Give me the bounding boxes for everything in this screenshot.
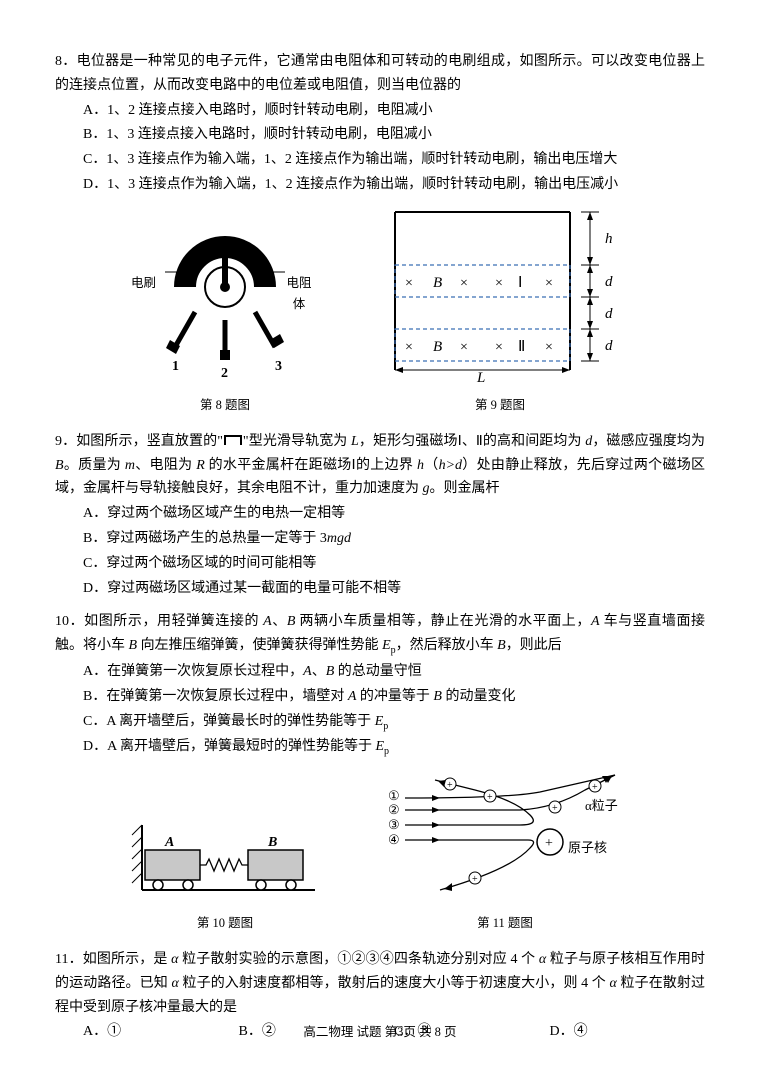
svg-text:×: × — [545, 340, 553, 355]
question-10: 10．如图所示，用轻弹簧连接的 A、B 两辆小车质量相等，静止在光滑的水平面上，… — [55, 610, 705, 760]
question-9: 9．如图所示，竖直放置的""型光滑导轨宽为 L，矩形匀强磁场Ⅰ、Ⅱ的高和间距均为… — [55, 430, 705, 601]
svg-text:L: L — [476, 370, 485, 382]
svg-text:+: + — [447, 780, 453, 791]
q9-num: 9． — [55, 434, 76, 449]
fig8-body-label: 电阻体 — [283, 273, 315, 316]
svg-text:×: × — [545, 276, 553, 291]
q9-opt-b: B．穿过两磁场产生的总热量一定等于 3mgd — [83, 527, 705, 551]
question-8: 8．电位器是一种常见的电子元件，它通常由电阻体和可转动的电刷组成，如图所示。可以… — [55, 50, 705, 197]
figure-11: + + + + + + ① ② — [380, 770, 630, 934]
q9-options: A．穿过两个磁场区域产生的电热一定相等 B．穿过两磁场产生的总热量一定等于 3m… — [55, 502, 705, 600]
fig11-caption: 第 11 题图 — [380, 913, 630, 934]
fig9-caption: 第 9 题图 — [375, 395, 625, 416]
svg-text:×: × — [405, 340, 413, 355]
q10-opt-c: C．A 离开墙壁后，弹簧最长时的弹性势能等于 Ep — [83, 710, 705, 735]
svg-text:Ⅰ: Ⅰ — [518, 275, 522, 291]
svg-text:B: B — [433, 339, 442, 355]
q10-num: 10． — [55, 614, 84, 629]
q9-body: 9．如图所示，竖直放置的""型光滑导轨宽为 L，矩形匀强磁场Ⅰ、Ⅱ的高和间距均为… — [55, 430, 705, 501]
svg-text:h: h — [605, 231, 613, 247]
q9-opt-a: A．穿过两个磁场区域产生的电热一定相等 — [83, 502, 705, 526]
svg-text:3: 3 — [275, 359, 282, 374]
figures-8-9: 1 2 3 电刷 电阻体 第 8 题图 × B × × — [55, 207, 705, 416]
svg-text:A: A — [164, 835, 174, 850]
svg-text:+: + — [472, 874, 478, 885]
q11-num: 11． — [55, 952, 83, 967]
svg-text:+: + — [487, 792, 493, 803]
svg-text:×: × — [495, 340, 503, 355]
figure-10: A B 第 10 题图 — [130, 820, 320, 934]
figures-10-11: A B 第 10 题图 + + + + + — [55, 770, 705, 934]
q10-body: 10．如图所示，用轻弹簧连接的 A、B 两辆小车质量相等，静止在光滑的水平面上，… — [55, 610, 705, 659]
svg-text:×: × — [495, 276, 503, 291]
magnetic-field-diagram: × B × × Ⅰ × × B × × Ⅱ × h d — [375, 207, 625, 382]
svg-text:B: B — [433, 275, 442, 291]
rail-shape-icon — [223, 434, 243, 446]
figure-8: 1 2 3 电刷 电阻体 第 8 题图 — [135, 232, 315, 416]
q8-text: 电位器是一种常见的电子元件，它通常由电阻体和可转动的电刷组成，如图所示。可以改变… — [55, 54, 705, 93]
svg-text:原子核: 原子核 — [568, 840, 607, 855]
svg-text:+: + — [545, 836, 553, 851]
svg-text:Ⅱ: Ⅱ — [518, 339, 525, 355]
figure-9: × B × × Ⅰ × × B × × Ⅱ × h d — [375, 207, 625, 416]
svg-text:×: × — [405, 276, 413, 291]
svg-text:d: d — [605, 274, 613, 290]
q8-num: 8． — [55, 54, 77, 69]
q8-options: A．1、2 连接点接入电路时，顺时针转动电刷，电阻减小 B．1、3 连接点接入电… — [55, 99, 705, 197]
svg-text:①: ① — [388, 788, 400, 803]
svg-text:②: ② — [388, 802, 400, 817]
svg-text:×: × — [460, 276, 468, 291]
svg-text:1: 1 — [172, 359, 179, 374]
svg-text:+: + — [552, 803, 558, 814]
q11-body: 11．如图所示，是 α 粒子散射实验的示意图，①②③④四条轨迹分别对应 4 个 … — [55, 948, 705, 1019]
q10-options: A．在弹簧第一次恢复原长过程中，A、B 的总动量守恒 B．在弹簧第一次恢复原长过… — [55, 660, 705, 760]
svg-text:d: d — [605, 338, 613, 354]
q9-opt-d: D．穿过两磁场区域通过某一截面的电量可能不相等 — [83, 577, 705, 601]
q8-opt-d: D．1、3 连接点作为输入端，1、2 连接点作为输出端，顺时针转动电刷，输出电压… — [83, 173, 705, 197]
svg-text:+: + — [592, 782, 598, 793]
svg-text:d: d — [605, 306, 613, 322]
svg-text:α粒子: α粒子 — [585, 798, 618, 813]
svg-text:2: 2 — [221, 366, 228, 381]
q8-opt-b: B．1、3 连接点接入电路时，顺时针转动电刷，电阻减小 — [83, 123, 705, 147]
scattering-diagram: + + + + + + ① ② — [380, 770, 630, 900]
spring-cars-diagram: A B — [130, 820, 320, 900]
fig8-brush-label: 电刷 — [131, 273, 156, 294]
q9-opt-c: C．穿过两个磁场区域的时间可能相等 — [83, 552, 705, 576]
svg-text:④: ④ — [388, 832, 400, 847]
q10-opt-a: A．在弹簧第一次恢复原长过程中，A、B 的总动量守恒 — [83, 660, 705, 684]
q8-opt-a: A．1、2 连接点接入电路时，顺时针转动电刷，电阻减小 — [83, 99, 705, 123]
svg-text:×: × — [460, 340, 468, 355]
fig8-caption: 第 8 题图 — [135, 395, 315, 416]
svg-text:③: ③ — [388, 817, 400, 832]
q10-opt-b: B．在弹簧第一次恢复原长过程中，墙壁对 A 的冲量等于 B 的动量变化 — [83, 685, 705, 709]
q10-opt-d: D．A 离开墙壁后，弹簧最短时的弹性势能等于 Ep — [83, 735, 705, 760]
fig10-caption: 第 10 题图 — [130, 913, 320, 934]
q8-opt-c: C．1、3 连接点作为输入端，1、2 连接点作为输出端，顺时针转动电刷，输出电压… — [83, 148, 705, 172]
page-footer: 高二物理 试题 第3页 共 8 页 — [0, 1022, 760, 1043]
q8-body: 8．电位器是一种常见的电子元件，它通常由电阻体和可转动的电刷组成，如图所示。可以… — [55, 50, 705, 98]
svg-text:B: B — [267, 835, 277, 850]
